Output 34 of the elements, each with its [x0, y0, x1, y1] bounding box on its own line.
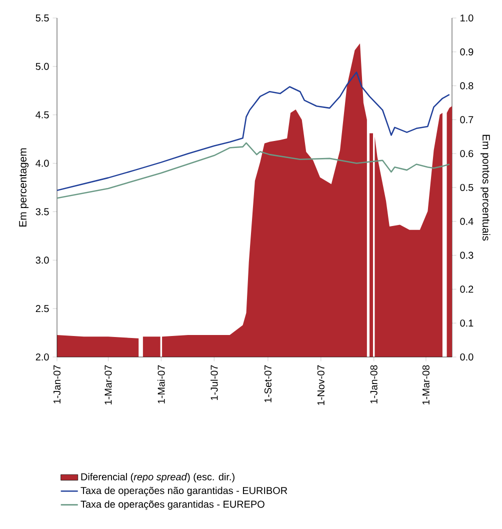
y2-tick-label: 0.4 [460, 218, 474, 225]
y-tick-label: 2.0 [36, 353, 49, 361]
y-tick-label: 5.5 [36, 14, 49, 22]
y-axis-title: Em percentagem [19, 148, 29, 226]
line-series [57, 142, 450, 199]
y-tick-label: 2.5 [36, 305, 49, 312]
x-tick-label: 1-Jan-07 [53, 365, 61, 404]
x-tick-label: 1-Nov-07 [317, 365, 324, 405]
y2-tick-label: 0.9 [460, 48, 474, 56]
y-tick-label: 3.5 [36, 208, 49, 216]
y2-tick-label: 0.1 [460, 320, 474, 327]
y2-tick-label: 0.7 [460, 116, 474, 124]
x-tick-label: 1-Mai-07 [158, 365, 165, 404]
y2-tick-label: 0.5 [460, 184, 474, 192]
x-tick-label: 1-Jul-07 [210, 365, 218, 400]
y2-tick-label: 0.8 [460, 82, 474, 90]
x-tick-label: 1-Mar-07 [104, 365, 112, 404]
y-tick-label: 5.0 [36, 62, 49, 70]
y-tick-label: 4.5 [36, 111, 49, 118]
y2-tick-label: 0.3 [460, 252, 474, 259]
y2-tick-label: 0.6 [460, 150, 474, 158]
y-tick-label: 4.0 [36, 160, 49, 167]
x-tick-label: 1-Jan-08 [370, 365, 378, 404]
legend-label: Diferencial (repo spread) (esc. dir.) [81, 473, 234, 482]
line-series [57, 72, 450, 192]
legend-label: Taxa de operações não garantidas - EURIBOR [80, 486, 288, 496]
y-tick-label: 3.0 [36, 256, 49, 264]
y2-axis-title: Em pontos percentuais [480, 134, 490, 241]
y2-tick-label: 0.0 [460, 353, 474, 361]
legend-label: Taxa de operações garantidas - EUREPO [80, 500, 264, 510]
x-tick-label: 1-Set-07 [264, 365, 272, 402]
y2-tick-label: 0.2 [460, 286, 474, 293]
x-tick-label: 1-Mar-08 [422, 365, 430, 404]
y2-tick-label: 1.0 [460, 14, 474, 22]
